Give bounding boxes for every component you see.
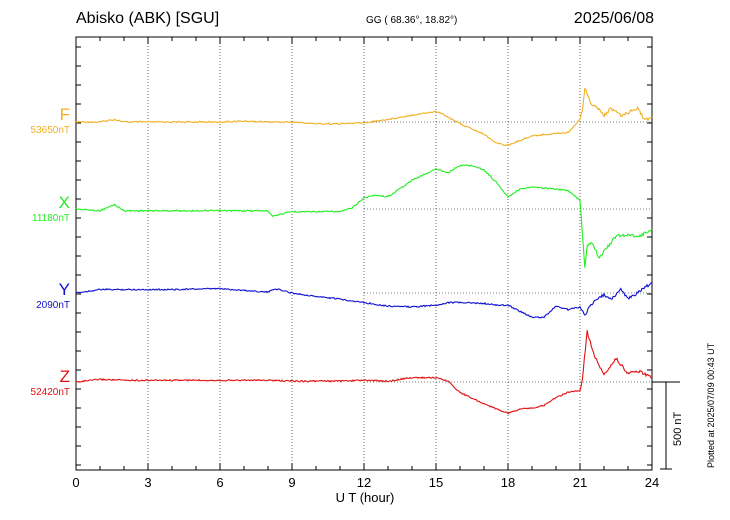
x-axis-label: U T (hour) [335,490,395,505]
series-name-f: F [59,105,70,124]
series-line-z [75,330,653,415]
series-name-y: Y [58,280,70,299]
geographic-coordinates: GG ( 68.36°, 18.82°) [366,15,458,26]
series-baseline-f: 53650nT [30,125,70,136]
plot-date: 2025/06/08 [573,10,654,27]
x-tick-label: 24 [645,475,659,490]
x-tick-label: 6 [216,475,223,490]
x-tick-label: 21 [573,475,587,490]
series-label-x: X 11180nT [32,193,70,224]
series-label-f: F 53650nT [31,105,70,136]
series-baseline-y: 2090nT [36,300,70,311]
x-tick-label: 18 [501,475,515,490]
series-baseline-z: 52420nT [30,387,70,398]
x-tick-label: 9 [288,475,295,490]
series-line-x [75,164,653,268]
x-tick-label: 12 [357,475,371,490]
x-tick-label: 0 [72,475,79,490]
series-name-z: Z [59,367,70,386]
series-line-y [76,282,653,319]
series-baseline-x: 11180nT [32,213,70,224]
series-label-y: Y 2090nT [36,280,70,311]
x-tick-label: 15 [429,475,443,490]
series-name-x: X [58,193,70,212]
series-line-f [75,87,653,147]
x-tick-label: 3 [144,475,151,490]
station-title: Abisko (ABK) [SGU] [76,10,220,27]
scale-bar-label: 500 nT [672,411,684,446]
plotted-timestamp: Plotted at 2025/07/09 00:43 UT [706,342,716,468]
series-label-z: Z 52420nT [31,367,70,398]
